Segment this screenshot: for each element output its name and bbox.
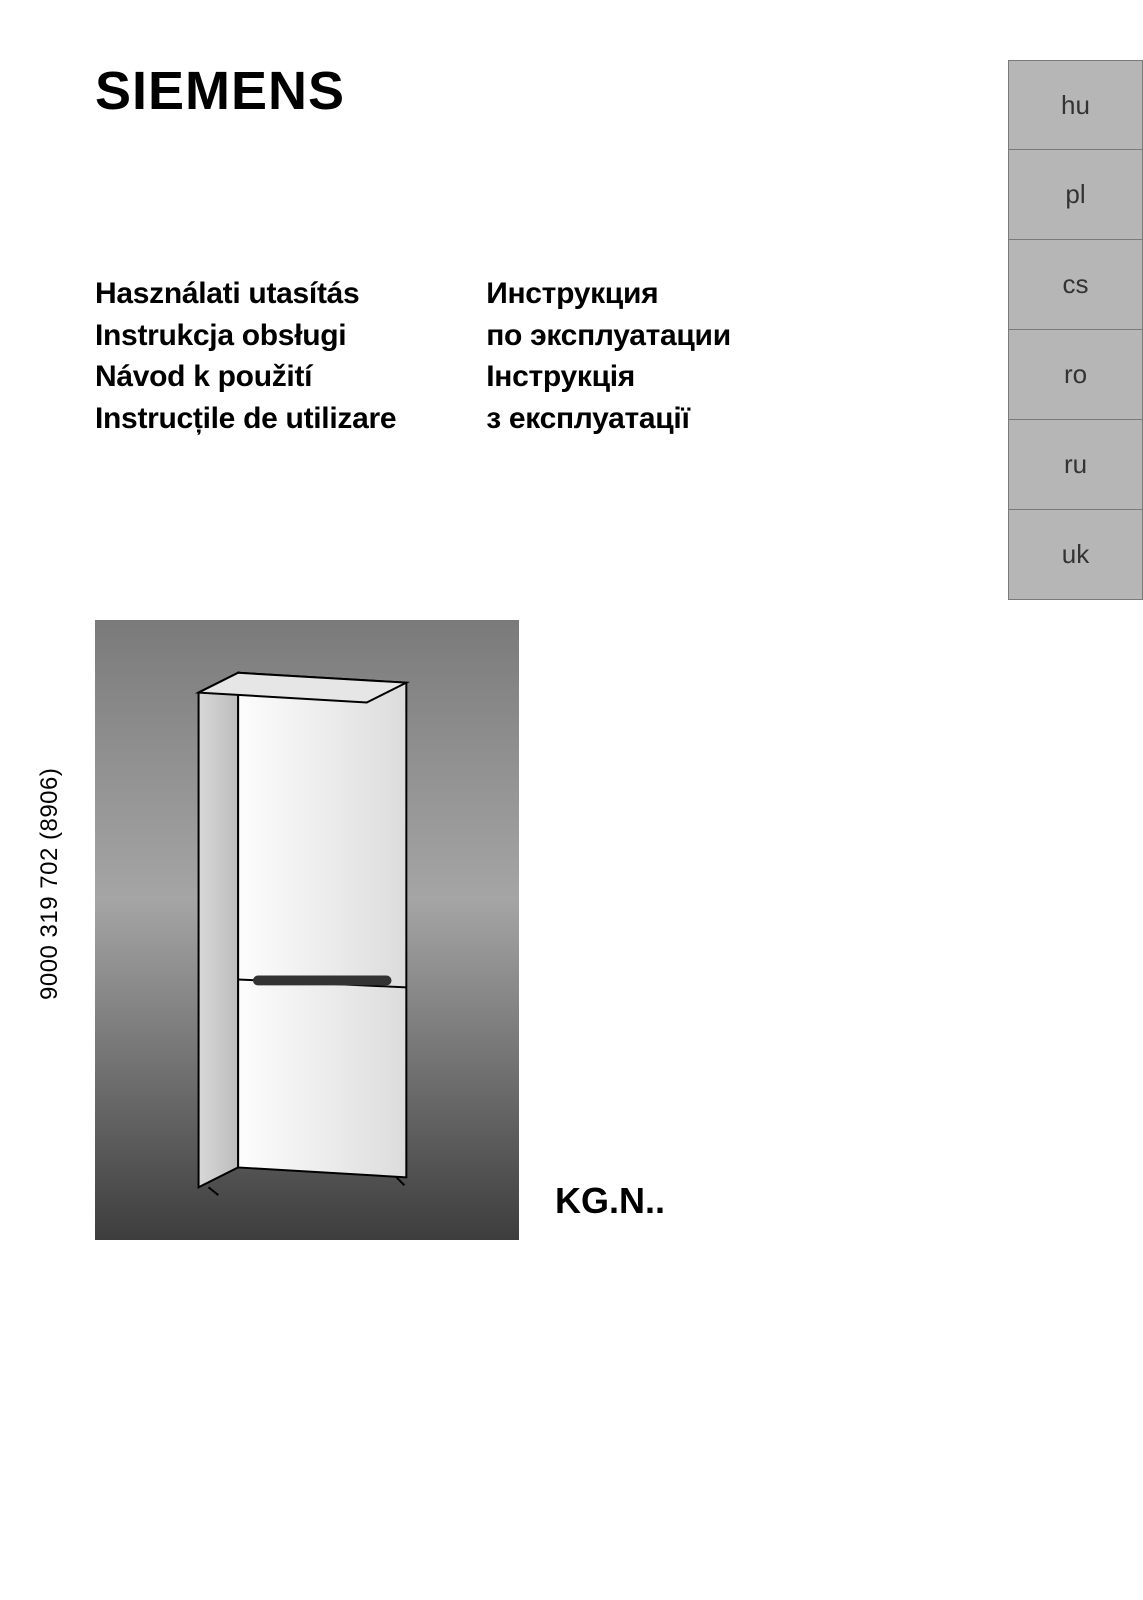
lang-tab-ru[interactable]: ru <box>1008 420 1143 510</box>
title-uk-2: з експлуатації <box>486 400 731 438</box>
title-cs: Návod k použití <box>95 358 396 396</box>
brand-logo: SIEMENS <box>95 60 345 122</box>
title-uk-1: Інструкція <box>486 358 731 396</box>
title-ro: Instrucțile de utilizare <box>95 400 396 438</box>
lang-tab-uk[interactable]: uk <box>1008 510 1143 600</box>
titles-block: Használati utasítás Instrukcja obsługi N… <box>95 275 731 437</box>
document-number: 9000 319 702 (8906) <box>36 768 64 1000</box>
title-ru-2: по эксплуатации <box>486 317 731 355</box>
titles-right-col: Инструкция по эксплуатации Інструкція з … <box>486 275 731 437</box>
lang-tab-cs[interactable]: cs <box>1008 240 1143 330</box>
title-ru-1: Инструкция <box>486 275 731 313</box>
lang-tab-hu[interactable]: hu <box>1008 60 1143 150</box>
fridge-icon <box>159 651 456 1209</box>
titles-left-col: Használati utasítás Instrukcja obsługi N… <box>95 275 396 437</box>
lang-tab-pl[interactable]: pl <box>1008 150 1143 240</box>
language-tabs: hu pl cs ro ru uk <box>1008 60 1143 600</box>
model-code: KG.N.. <box>555 1180 665 1222</box>
title-hu: Használati utasítás <box>95 275 396 313</box>
lang-tab-ro[interactable]: ro <box>1008 330 1143 420</box>
title-pl: Instrukcja obsługi <box>95 317 396 355</box>
product-image <box>95 620 519 1240</box>
